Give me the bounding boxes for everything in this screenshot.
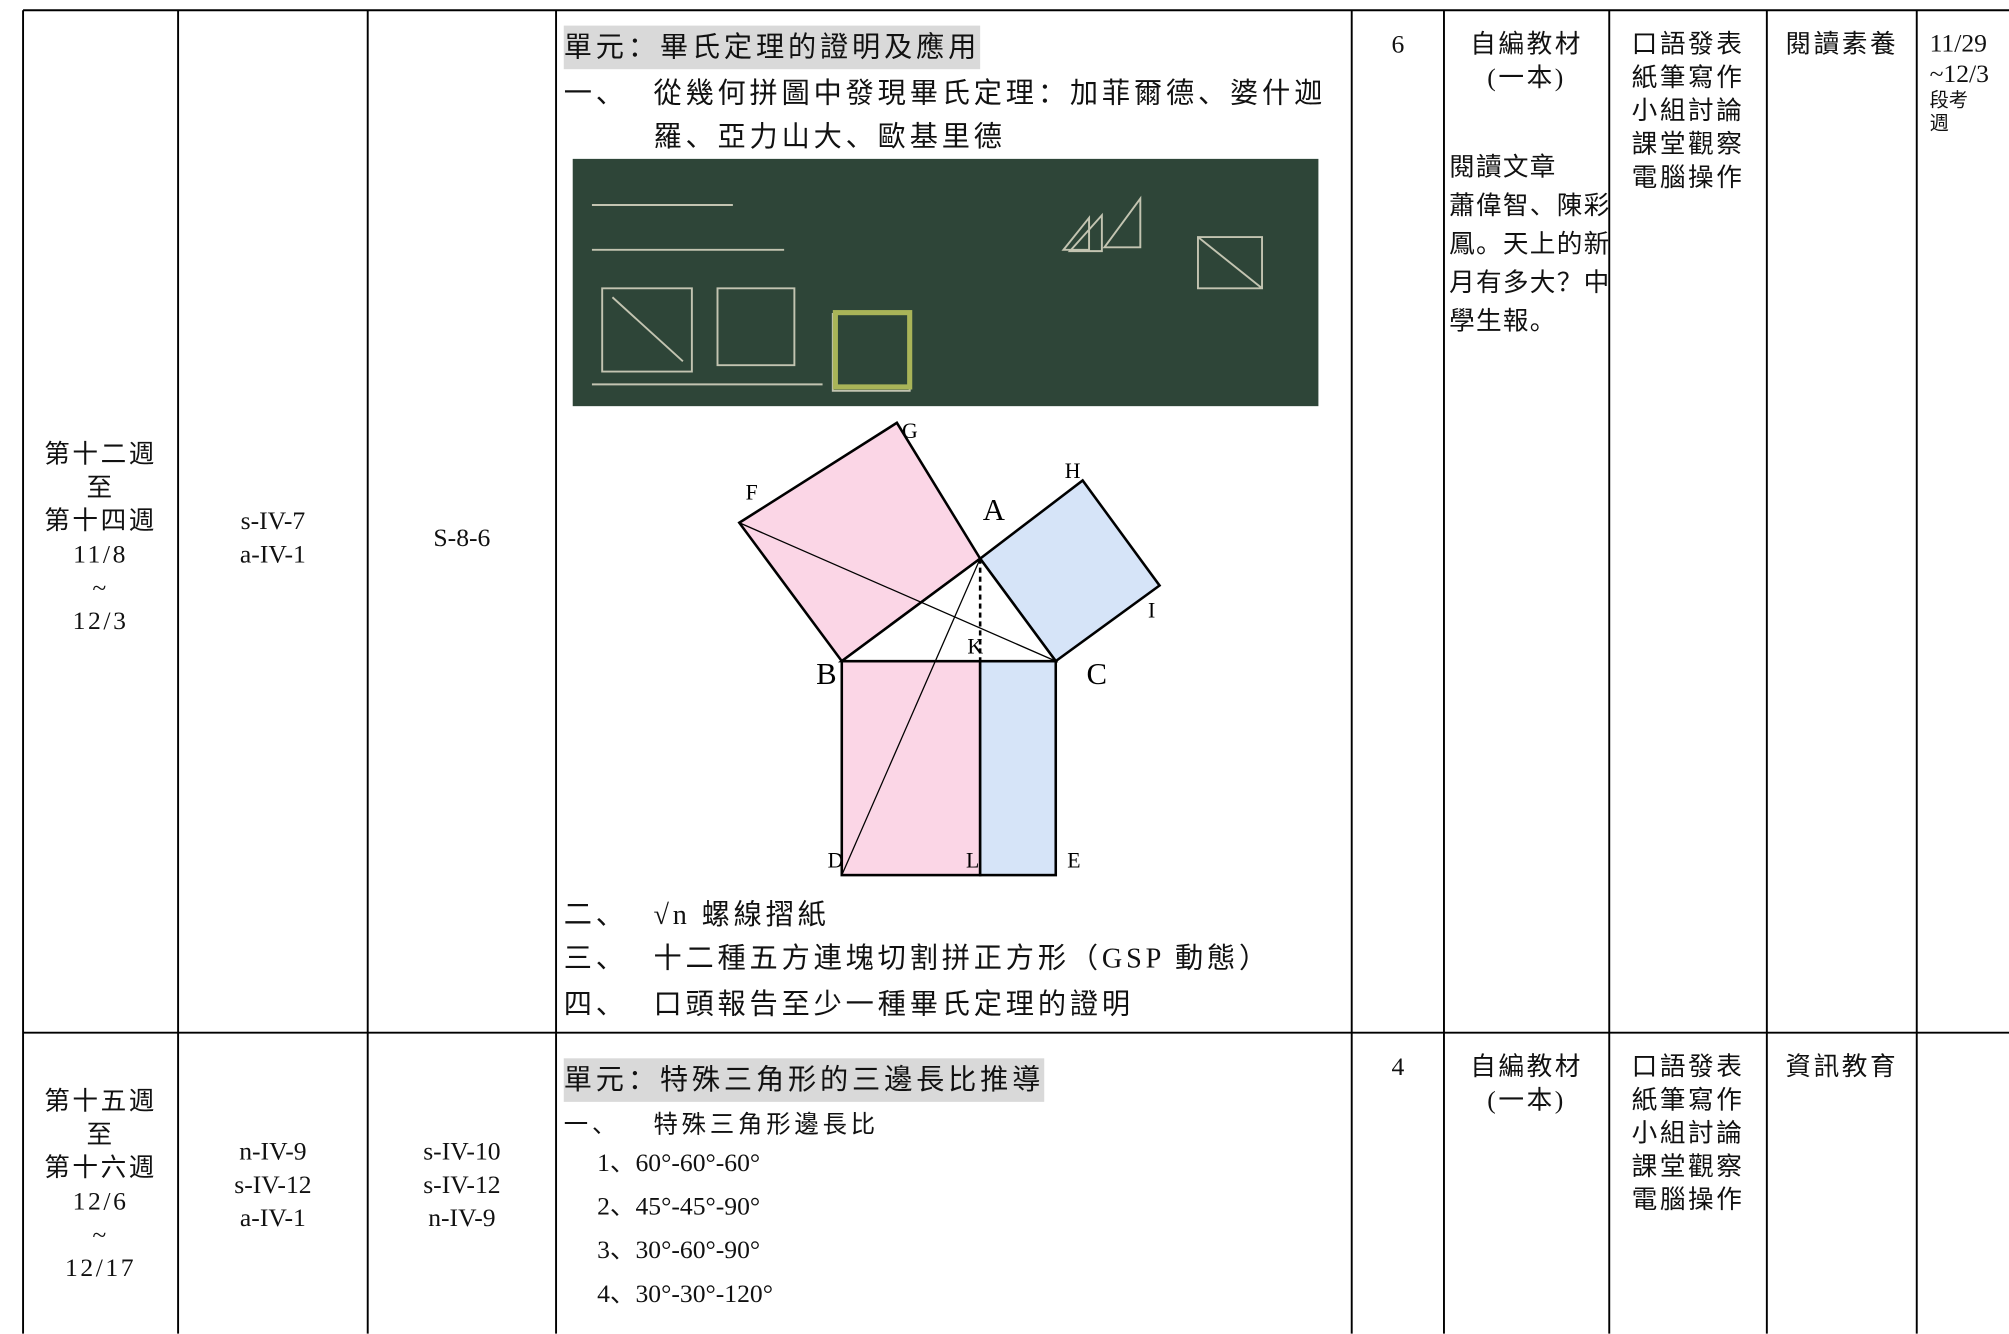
materials-line: (一本)	[1487, 1086, 1566, 1115]
figure-label: A	[983, 493, 1005, 527]
assessment: 口語發表紙筆寫作小組討論課堂觀察電腦操作	[1609, 28, 1767, 195]
note-line: 段考	[1929, 90, 1969, 112]
assessment-line: 小組討論	[1631, 97, 1745, 126]
figure-label: K	[967, 634, 983, 658]
list-item: 四、 口頭報告至少一種畢氏定理的證明	[564, 983, 1346, 1027]
indicators-line: a-IV-1	[239, 540, 306, 569]
note-line: 週	[1929, 114, 1949, 135]
week: 第十五週至第十六週 12/6 ~12/17	[23, 1085, 178, 1285]
item-number: 一、	[563, 76, 628, 109]
week-line: 12/17	[64, 1254, 137, 1283]
list-item: 一、 特殊三角形邊長比	[564, 1104, 1346, 1148]
week-line: 至	[86, 474, 115, 503]
content: s-IV-10 s-IV-12 n-IV-9	[368, 1135, 556, 1235]
figure-label: G	[902, 419, 918, 443]
assessment-line: 小組討論	[1631, 1119, 1745, 1148]
figure-label: L	[966, 848, 979, 872]
materials: 自編教材 (一本)	[1444, 28, 1609, 95]
figure-label: H	[1065, 459, 1081, 483]
content-line: n-IV-9	[428, 1204, 496, 1233]
week-line: 第十六週	[44, 1154, 157, 1183]
figure-label: E	[1067, 848, 1080, 872]
assessment-line: 紙筆寫作	[1631, 1086, 1745, 1115]
issues: 資訊教育	[1785, 1053, 1899, 1082]
assessment-line: 口語發表	[1631, 1053, 1745, 1082]
item-text: √n 螺線摺紙	[653, 898, 830, 931]
week-line: ~	[92, 1221, 109, 1250]
hours: 6	[1391, 30, 1405, 59]
item-text: 十二種五方連塊切割拼正方形（GSP 動態）	[653, 941, 1272, 974]
item-text: 特殊三角形邊長比	[653, 1112, 879, 1140]
indicators-line: a-IV-1	[239, 1204, 306, 1233]
indicators-line: s-IV-7	[240, 507, 306, 536]
item-text: 口頭報告至少一種畢氏定理的證明	[653, 987, 1134, 1020]
indicators-line: s-IV-12	[234, 1171, 312, 1200]
materials-note: 閱讀文章蕭偉智、陳彩鳳。天上的新月有多大？中學生報。	[1449, 149, 1612, 341]
item-number: 二、	[563, 898, 628, 931]
assessment-line: 課堂觀察	[1631, 130, 1745, 159]
blackboard-photo	[572, 158, 1319, 407]
note-line: 11/29	[1929, 29, 1987, 58]
assessment: 口語發表紙筆寫作小組討論課堂觀察電腦操作	[1609, 1051, 1767, 1218]
week-line: 第十四週	[44, 507, 157, 536]
unit-title: 單元：畢氏定理的證明及應用	[563, 25, 981, 70]
content-line: S-8-6	[433, 524, 491, 553]
materials-note-line: 蕭偉智、陳彩鳳。天上的新月有多大？中學生報。	[1449, 192, 1611, 336]
week-line: 12/6	[72, 1187, 129, 1216]
week-line: 至	[86, 1121, 115, 1150]
figure-label: F	[746, 481, 758, 505]
sub-item: 4、30°-30°-120°	[597, 1279, 774, 1309]
issues: 閱讀素養	[1785, 30, 1899, 59]
figure-label: I	[1148, 599, 1155, 623]
week-line: 12/3	[72, 607, 129, 636]
week-line: 第十五週	[44, 1087, 157, 1116]
content-line: s-IV-10	[423, 1137, 501, 1166]
assessment-line: 課堂觀察	[1631, 1153, 1745, 1182]
materials-line: 自編教材	[1470, 1053, 1583, 1082]
sub-item: 3、30°-60°-90°	[597, 1236, 761, 1265]
list-item: 三、 十二種五方連塊切割拼正方形（GSP 動態）	[564, 937, 1346, 981]
note: 11/29 ~12/3 段考週	[1930, 28, 1989, 136]
materials: 自編教材 (一本)	[1444, 1051, 1609, 1118]
week-line: 第十二週	[44, 440, 157, 469]
item-number: 四、	[563, 987, 628, 1020]
sub-item: 2、45°-45°-90°	[597, 1192, 761, 1222]
list-item: 一、 從幾何拼圖中發現畢氏定理：加菲爾德、婆什迦羅、亞力山大、歐基里德	[564, 72, 1346, 159]
week-line: ~	[92, 574, 109, 603]
assessment-line: 紙筆寫作	[1631, 64, 1745, 93]
figure-label: D	[828, 848, 844, 872]
indicators: n-IV-9 s-IV-12 a-IV-1	[178, 1135, 368, 1235]
figure-label: B	[816, 657, 837, 691]
content: S-8-6	[368, 521, 556, 554]
materials-line: 自編教材	[1470, 30, 1583, 59]
assessment-line: 電腦操作	[1631, 1186, 1745, 1215]
unit-title: 單元：特殊三角形的三邊長比推導	[563, 1058, 1045, 1102]
pythagoras-figure	[737, 421, 1162, 877]
materials-line: (一本)	[1487, 64, 1566, 93]
sub-item: 1、60°-60°-60°	[597, 1149, 761, 1178]
week-line: 11/8	[73, 540, 129, 569]
item-number: 一、	[563, 1112, 621, 1140]
week: 第十二週至第十四週 11/8 ~12/3	[23, 438, 178, 638]
item-text: 從幾何拼圖中發現畢氏定理：加菲爾德、婆什迦羅、亞力山大、歐基里德	[653, 76, 1327, 153]
assessment-line: 電腦操作	[1631, 164, 1745, 193]
materials-note-line: 閱讀文章	[1449, 153, 1557, 182]
indicators: s-IV-7 a-IV-1	[178, 505, 368, 572]
indicators-line: n-IV-9	[239, 1137, 307, 1166]
assessment-line: 口語發表	[1631, 30, 1745, 59]
content-line: s-IV-12	[423, 1171, 501, 1200]
list-item: 二、 √n 螺線摺紙	[564, 893, 1346, 937]
hours: 4	[1391, 1053, 1405, 1082]
note-line: ~12/3	[1929, 60, 1990, 89]
figure-label: C	[1086, 657, 1107, 691]
item-number: 三、	[563, 941, 628, 974]
